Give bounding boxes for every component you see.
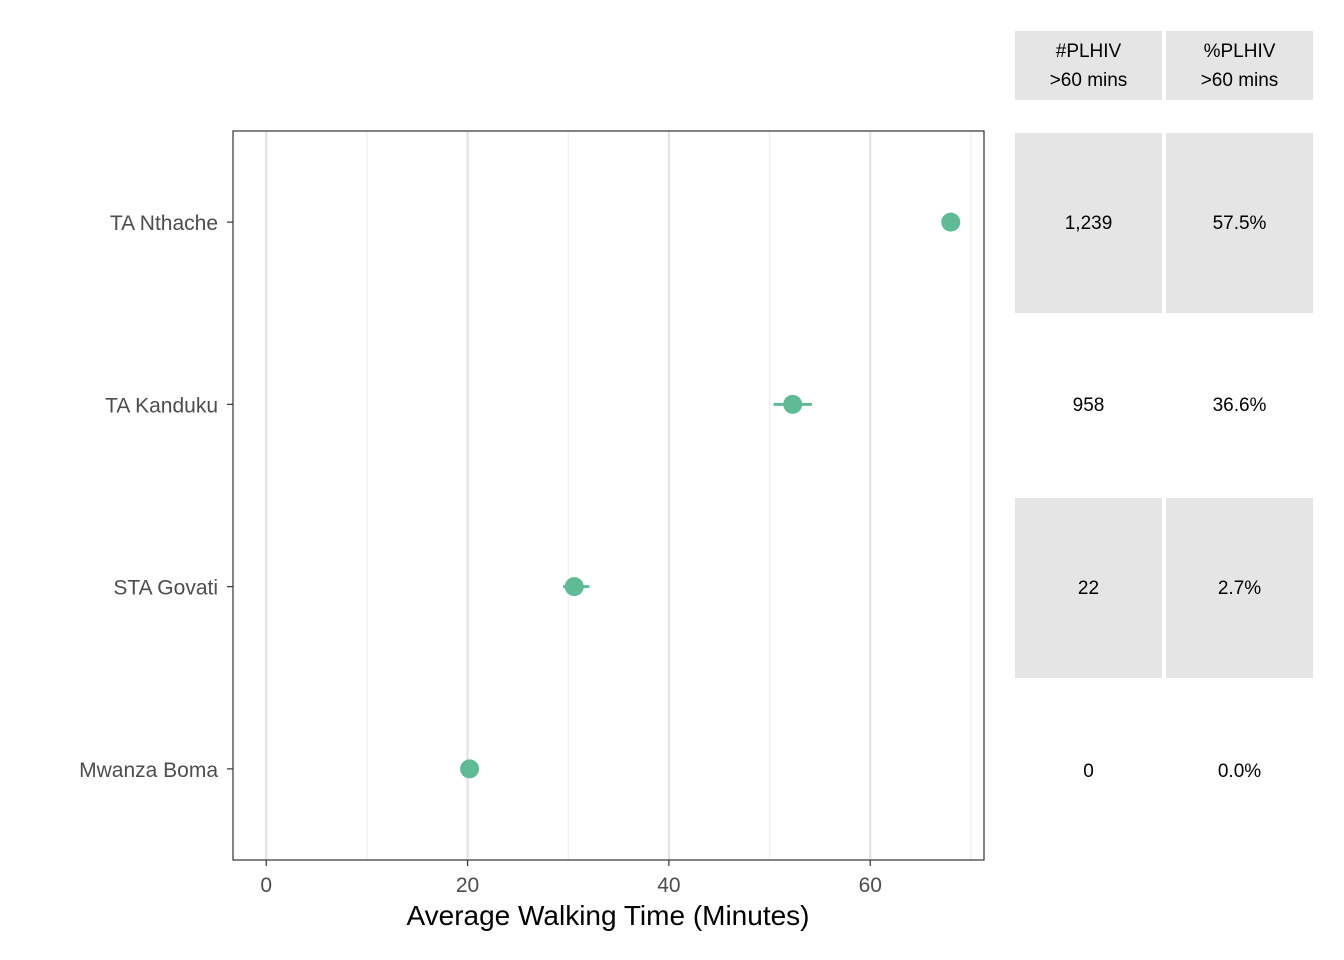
table-header-line1: %PLHIV [1203,40,1276,62]
data-point [564,577,584,597]
data-point [941,212,961,232]
table-header-cell: #PLHIV >60 mins [1015,31,1162,100]
table-cell: 0 [1015,681,1162,861]
table-cell-value: 57.5% [1212,212,1267,234]
table-cell: 36.6% [1166,316,1313,496]
plot-panel-border [232,130,985,861]
table-cell: 57.5% [1166,133,1313,313]
table-cell: 958 [1015,316,1162,496]
table-cell-value: 2.7% [1217,577,1262,599]
table-cell-value: 1,239 [1064,212,1113,234]
y-axis: TA Nthache TA Kanduku STA Govati Mwanza Bom… [79,212,233,782]
table-header-line2: >60 mins [1049,69,1128,91]
table-cell-value: 0 [1083,760,1094,782]
table-cell-value: 0.0% [1217,760,1262,782]
table-header-line1: #PLHIV [1055,40,1122,62]
table-cell: 0.0% [1166,681,1313,861]
y-tick-label: STA Govati [113,577,218,600]
table-cell: 1,239 [1015,133,1162,313]
table-cell-value: 36.6% [1212,395,1267,417]
x-tick-label: 20 [456,874,479,897]
x-tick-label: 40 [657,874,680,897]
table-cell: 22 [1015,498,1162,679]
x-tick-label: 60 [859,874,882,897]
data-point [783,394,803,414]
table-cell: 2.7% [1166,498,1313,679]
table-cell-value: 22 [1077,577,1100,599]
y-tick-label: TA Nthache [110,212,218,235]
x-axis-title: Average Walking Time (Minutes) [406,900,809,931]
table-header-cell: %PLHIV >60 mins [1166,31,1313,100]
y-tick-label: Mwanza Boma [79,759,218,782]
data-points [460,212,961,779]
table-cell-value: 958 [1072,395,1105,417]
grid-lines [265,131,972,860]
x-tick-label: 0 [260,874,272,897]
table-header-line2: >60 mins [1200,69,1279,91]
y-tick-label: TA Kanduku [105,394,218,417]
x-axis: 0 20 40 60 [260,860,882,897]
data-point [460,759,480,779]
